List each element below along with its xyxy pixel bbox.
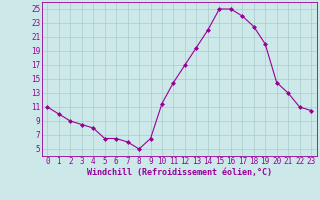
X-axis label: Windchill (Refroidissement éolien,°C): Windchill (Refroidissement éolien,°C): [87, 168, 272, 177]
